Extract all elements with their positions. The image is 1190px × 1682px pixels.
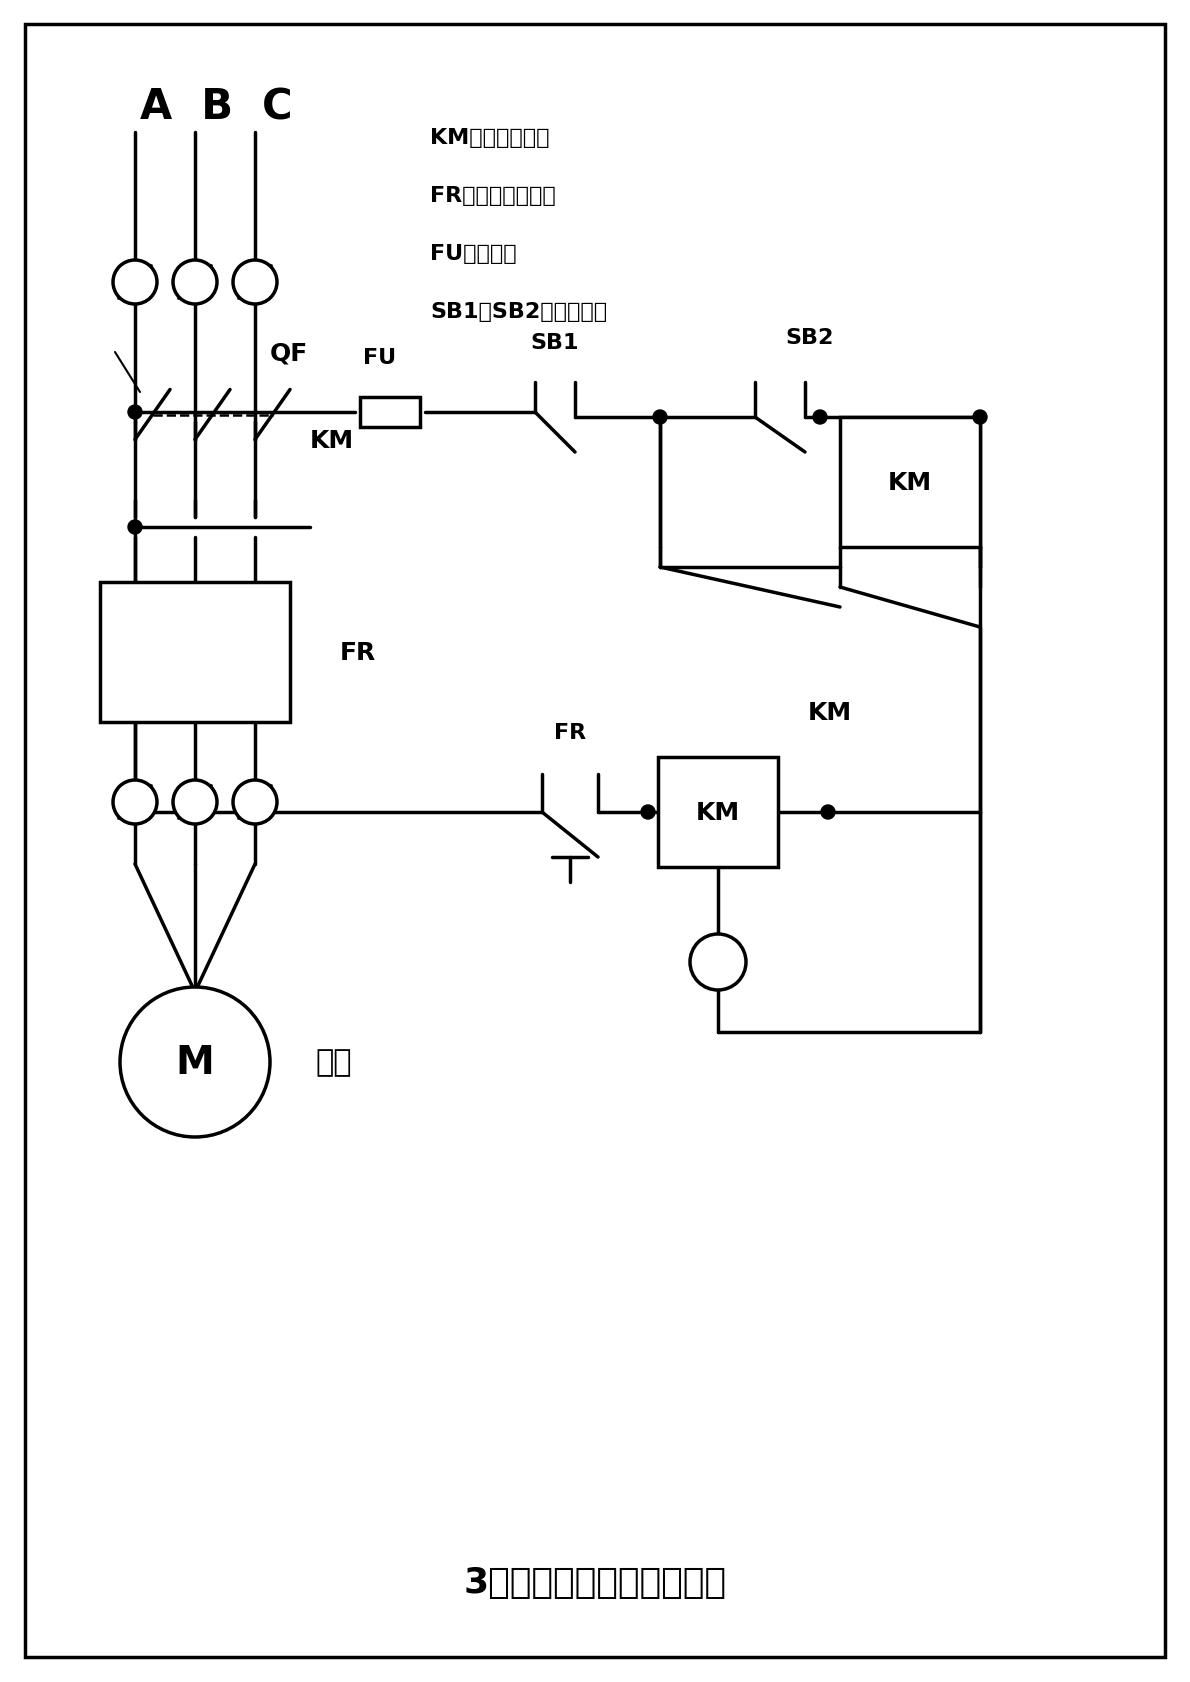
Circle shape xyxy=(821,806,835,819)
Text: SB1: SB1 xyxy=(531,333,580,353)
Circle shape xyxy=(120,987,270,1137)
Text: A  B  C: A B C xyxy=(140,87,293,130)
Bar xyxy=(658,757,778,868)
Circle shape xyxy=(173,780,217,824)
Text: FR：热过载继电器: FR：热过载继电器 xyxy=(430,187,556,205)
Text: FU：保险丝: FU：保险丝 xyxy=(430,244,516,264)
Circle shape xyxy=(173,261,217,304)
Text: FR: FR xyxy=(340,641,376,664)
Text: 电机: 电机 xyxy=(315,1048,351,1076)
Text: KM: KM xyxy=(696,801,740,824)
Circle shape xyxy=(113,780,157,824)
Text: 3相电机启、停控制接线图: 3相电机启、停控制接线图 xyxy=(463,1564,727,1600)
Text: SB1、SB2：启停按钮: SB1、SB2：启停按钮 xyxy=(430,301,607,321)
Circle shape xyxy=(641,806,655,819)
Text: M: M xyxy=(176,1043,214,1082)
Text: SB2: SB2 xyxy=(785,328,834,348)
Text: KM: KM xyxy=(808,701,852,725)
Circle shape xyxy=(129,521,142,535)
Text: QF: QF xyxy=(270,341,308,365)
Bar xyxy=(840,417,981,548)
Circle shape xyxy=(113,261,157,304)
Text: KM: KM xyxy=(311,429,355,452)
Bar xyxy=(100,582,290,723)
Circle shape xyxy=(690,935,746,991)
Circle shape xyxy=(973,410,987,426)
Circle shape xyxy=(233,261,277,304)
Bar xyxy=(361,397,420,427)
Circle shape xyxy=(233,780,277,824)
Circle shape xyxy=(653,410,668,426)
Text: KM：交流接触器: KM：交流接触器 xyxy=(430,128,550,148)
Circle shape xyxy=(813,410,827,426)
Circle shape xyxy=(129,405,142,420)
Text: KM: KM xyxy=(888,471,932,495)
Text: FU: FU xyxy=(363,348,396,368)
Text: FR: FR xyxy=(553,723,585,742)
